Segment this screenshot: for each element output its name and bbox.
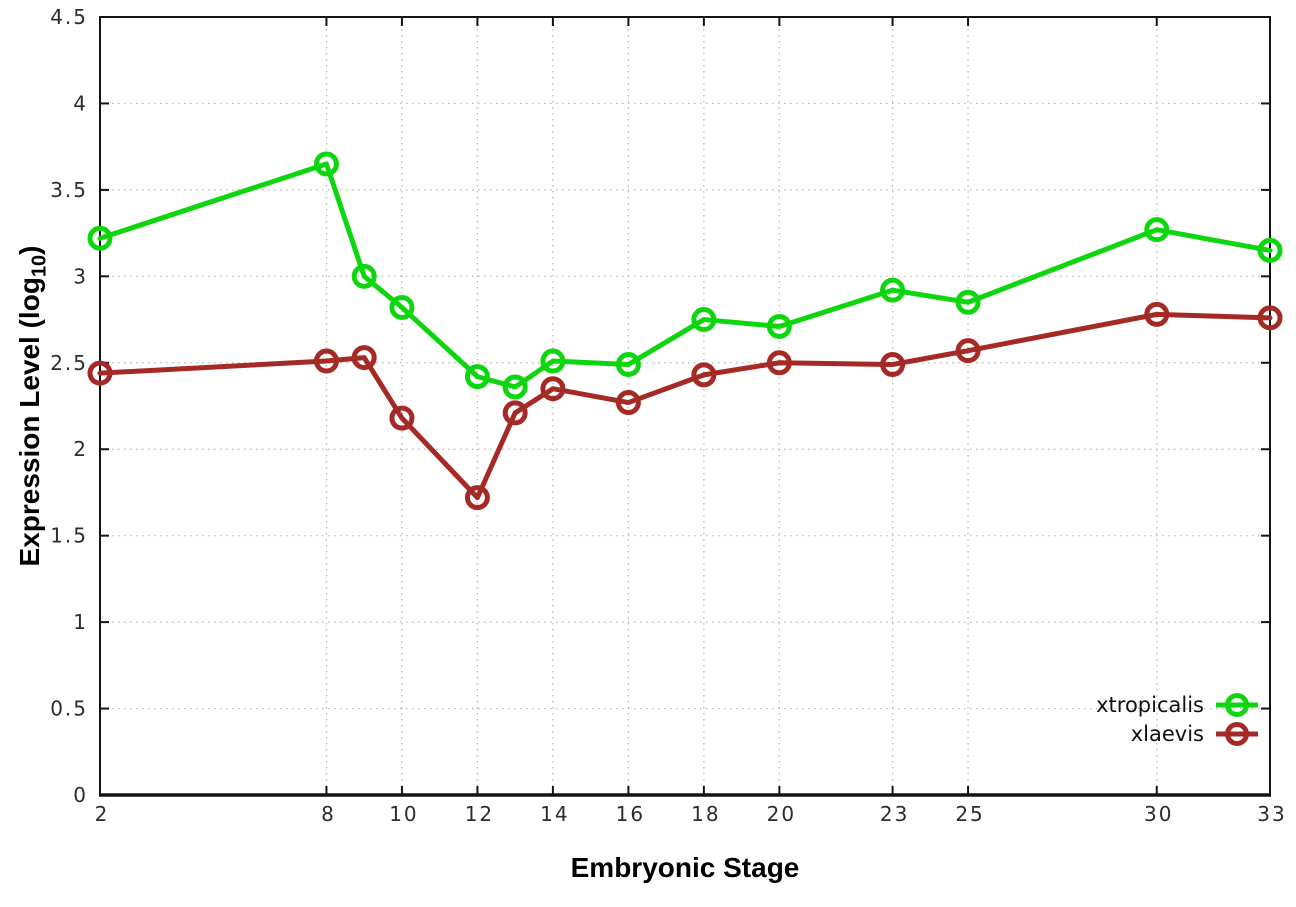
data-point-xlaevis <box>955 338 981 364</box>
y-tick-label: 3 <box>73 264 88 288</box>
data-point-xtropicalis <box>1144 217 1170 243</box>
x-tick-label: 8 <box>321 802 336 826</box>
data-point-xlaevis <box>351 345 377 371</box>
data-point-xtropicalis <box>502 374 528 400</box>
data-point-xlaevis <box>502 400 528 426</box>
data-point-xtropicalis <box>87 225 113 251</box>
x-tick-label: 10 <box>389 802 418 826</box>
legend-label-xtropicalis: xtropicalis <box>1096 693 1204 717</box>
data-point-xtropicalis <box>313 151 339 177</box>
data-point-xlaevis <box>880 352 906 378</box>
y-axis-title: Expression Level (log10) <box>14 245 51 567</box>
y-tick-label: 2.5 <box>50 351 88 375</box>
x-axis-title: Embryonic Stage <box>570 852 800 883</box>
data-point-xlaevis <box>313 348 339 374</box>
data-point-xlaevis <box>464 485 490 511</box>
x-tick-label: 33 <box>1257 802 1286 826</box>
x-tick-label: 12 <box>465 802 494 826</box>
y-tick-labels: 0 0.5 1 1.5 2 2.5 3 3.5 4 4.5 <box>50 5 88 807</box>
legend: xtropicalis xlaevis <box>1096 691 1260 748</box>
legend-row-xtropicalis: xtropicalis <box>1096 691 1260 719</box>
data-point-xtropicalis <box>691 307 717 333</box>
x-tick-labels: 2 8 10 12 14 16 18 20 23 25 30 33 <box>95 802 1286 826</box>
y-axis-title-close-paren: ) <box>14 245 45 255</box>
y-tick-label: 2 <box>73 437 88 461</box>
data-point-xtropicalis <box>880 277 906 303</box>
data-point-xlaevis <box>766 350 792 376</box>
tick-marks <box>99 16 1271 796</box>
legend-label-xlaevis: xlaevis <box>1130 722 1204 746</box>
y-tick-label: 0.5 <box>50 697 88 721</box>
data-point-xlaevis <box>389 405 415 431</box>
legend-marker-xlaevis <box>1216 722 1258 746</box>
data-point-xtropicalis <box>464 364 490 390</box>
data-point-xtropicalis <box>351 263 377 289</box>
y-axis-title-text: Expression Level (log <box>14 277 45 567</box>
data-point-xtropicalis <box>955 289 981 315</box>
y-axis-title-subscript: 10 <box>28 254 51 278</box>
data-point-xlaevis <box>540 376 566 402</box>
data-point-xlaevis <box>691 362 717 388</box>
x-tick-label: 16 <box>616 802 645 826</box>
y-tick-label: 1 <box>73 610 88 634</box>
data-point-xtropicalis <box>540 348 566 374</box>
data-point-xtropicalis <box>766 313 792 339</box>
x-tick-label: 18 <box>691 802 720 826</box>
data-point-xtropicalis <box>389 294 415 320</box>
y-tick-label: 0 <box>73 783 88 807</box>
legend-marker-xtropicalis <box>1216 693 1258 717</box>
data-point-xtropicalis <box>615 352 641 378</box>
series-xtropicalis <box>87 151 1283 400</box>
data-point-xlaevis <box>1257 305 1283 331</box>
y-tick-label: 3.5 <box>50 178 88 202</box>
legend-row-xlaevis: xlaevis <box>1096 720 1260 748</box>
data-point-xtropicalis <box>1257 237 1283 263</box>
data-point-xlaevis <box>1144 301 1170 327</box>
y-tick-label: 4.5 <box>50 5 88 29</box>
x-tick-label: 14 <box>540 802 569 826</box>
x-tick-label: 30 <box>1144 802 1173 826</box>
x-tick-label: 20 <box>767 802 796 826</box>
series-xlaevis <box>87 301 1283 511</box>
data-point-xlaevis <box>615 390 641 416</box>
y-tick-label: 4 <box>73 91 88 115</box>
x-tick-label: 23 <box>880 802 909 826</box>
plot-border <box>99 16 1271 797</box>
data-point-xlaevis <box>87 360 113 386</box>
y-tick-label: 1.5 <box>50 524 88 548</box>
x-tick-label: 2 <box>95 802 110 826</box>
x-tick-label: 25 <box>955 802 984 826</box>
